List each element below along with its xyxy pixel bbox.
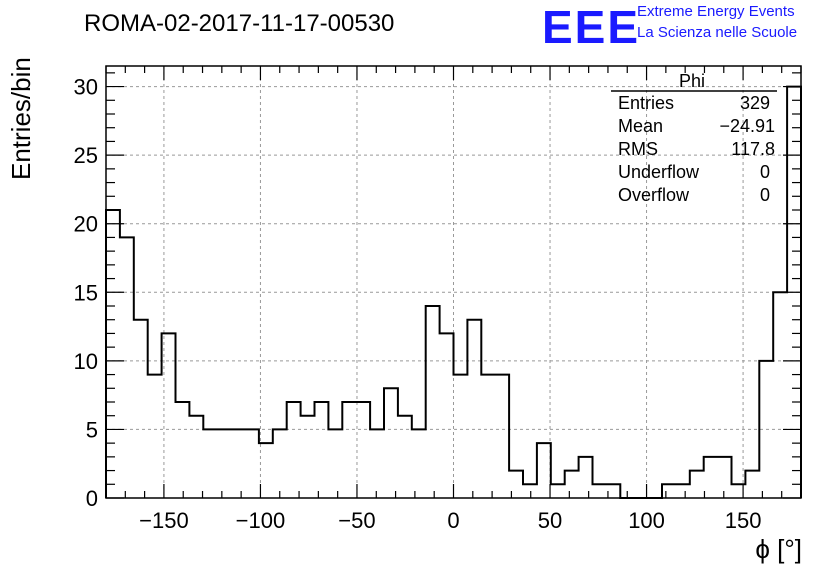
x-tick-label: 150: [725, 508, 762, 533]
logo-line-1: Extreme Energy Events: [637, 3, 795, 20]
stat-overflow-label: Overflow: [618, 185, 690, 205]
eee-logo: EEE: [542, 1, 641, 53]
y-tick-label: 20: [74, 212, 98, 237]
y-tick-label: 5: [86, 417, 98, 442]
x-axis-label: ϕ [°]: [755, 534, 802, 564]
y-tick-label: 25: [74, 143, 98, 168]
stat-mean-value: −24.91: [719, 116, 775, 136]
y-tick-label: 0: [86, 486, 98, 511]
x-tick-label: −50: [338, 508, 375, 533]
plot-frame: [105, 65, 802, 499]
stat-rms-value: 117.8: [731, 139, 775, 159]
x-tick-label: −100: [236, 508, 286, 533]
stat-entries-label: Entries: [618, 93, 675, 113]
y-tick-label: 10: [74, 349, 98, 374]
stat-underflow-value: 0: [759, 162, 770, 182]
y-axis-label: Entries/bin: [6, 57, 36, 180]
axis-ticks: [105, 66, 802, 499]
x-tick-label: −150: [139, 508, 189, 533]
stat-overflow-value: 0: [759, 185, 770, 205]
histogram-outline: [105, 85, 802, 499]
grid-lines: [106, 66, 801, 498]
x-tick-label: 0: [447, 508, 459, 533]
y-tick-label: 15: [74, 280, 98, 305]
stats-name: Phi: [679, 71, 706, 91]
chart-title: ROMA-02-2017-11-17-00530: [84, 10, 395, 37]
stat-underflow-label: Underflow: [618, 162, 700, 182]
logo-line-2: La Scienza nelle Scuole: [637, 24, 798, 41]
stat-entries-value: 329: [739, 93, 770, 113]
y-tick-label: 30: [74, 75, 98, 100]
y-tick-labels: 0 5 10 15 20 25 30: [74, 75, 98, 511]
x-tick-label: 50: [538, 508, 562, 533]
stat-rms-label: RMS: [618, 139, 658, 159]
x-tick-label: 100: [628, 508, 665, 533]
x-tick-labels: −150 −100 −50 0 50 100 150: [139, 508, 761, 533]
stat-mean-label: Mean: [618, 116, 664, 136]
